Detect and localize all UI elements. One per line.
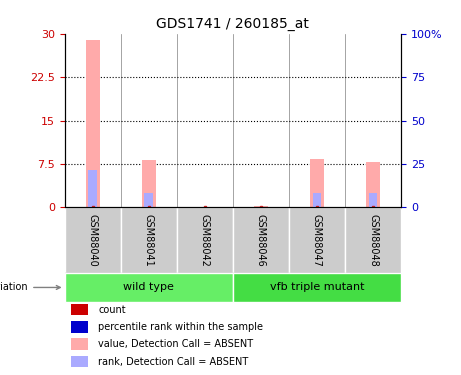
FancyBboxPatch shape: [65, 207, 121, 273]
FancyBboxPatch shape: [65, 273, 233, 302]
Bar: [254, 206, 268, 207]
Bar: [71, 338, 88, 350]
Bar: [313, 193, 321, 207]
Text: genotype/variation: genotype/variation: [0, 282, 60, 292]
Bar: [142, 160, 156, 207]
Text: GSM88042: GSM88042: [200, 214, 210, 267]
Text: GSM88041: GSM88041: [144, 214, 154, 267]
Bar: [86, 39, 100, 207]
FancyBboxPatch shape: [233, 273, 401, 302]
Bar: [71, 356, 88, 368]
FancyBboxPatch shape: [177, 207, 233, 273]
Text: rank, Detection Call = ABSENT: rank, Detection Call = ABSENT: [98, 357, 248, 367]
Text: vfb triple mutant: vfb triple mutant: [270, 282, 364, 292]
Text: GSM88048: GSM88048: [368, 214, 378, 267]
FancyBboxPatch shape: [121, 207, 177, 273]
FancyBboxPatch shape: [233, 207, 289, 273]
FancyBboxPatch shape: [289, 207, 345, 273]
Text: count: count: [98, 304, 126, 315]
Bar: [144, 193, 153, 207]
Title: GDS1741 / 260185_at: GDS1741 / 260185_at: [156, 17, 309, 32]
Text: GSM88047: GSM88047: [312, 214, 322, 267]
Bar: [369, 193, 377, 207]
Bar: [71, 304, 88, 315]
Bar: [310, 159, 324, 207]
Text: percentile rank within the sample: percentile rank within the sample: [98, 322, 263, 332]
FancyBboxPatch shape: [345, 207, 401, 273]
Bar: [71, 321, 88, 333]
Text: value, Detection Call = ABSENT: value, Detection Call = ABSENT: [98, 339, 253, 349]
Bar: [366, 162, 380, 207]
Text: wild type: wild type: [123, 282, 174, 292]
Bar: [89, 170, 97, 207]
Text: GSM88046: GSM88046: [256, 214, 266, 267]
Text: GSM88040: GSM88040: [88, 214, 98, 267]
